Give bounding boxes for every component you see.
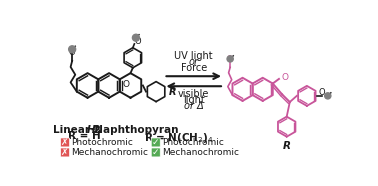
Text: or Δ: or Δ — [184, 101, 204, 111]
Text: O: O — [135, 37, 141, 46]
Text: UV light: UV light — [174, 51, 213, 61]
Text: O: O — [122, 80, 129, 89]
Text: O: O — [68, 48, 75, 57]
Text: R = H: R = H — [68, 131, 101, 141]
Circle shape — [227, 56, 233, 62]
Circle shape — [325, 93, 331, 99]
Text: R: R — [283, 140, 291, 150]
Text: -Naphthopyran: -Naphthopyran — [91, 125, 179, 135]
Text: Photochromic: Photochromic — [71, 138, 133, 147]
Text: R = N(CH$_2$)$_4$: R = N(CH$_2$)$_4$ — [144, 131, 214, 145]
Text: ✓: ✓ — [152, 148, 160, 157]
Text: H: H — [87, 125, 95, 135]
Text: ✓: ✓ — [152, 138, 160, 147]
FancyBboxPatch shape — [60, 148, 70, 157]
Text: visible: visible — [178, 89, 209, 99]
Circle shape — [69, 46, 76, 53]
Circle shape — [132, 34, 139, 41]
Text: O: O — [226, 55, 232, 64]
Text: Force: Force — [181, 63, 207, 73]
Text: ✗: ✗ — [61, 138, 69, 147]
Text: Mechanochromic: Mechanochromic — [162, 148, 239, 157]
Text: ✗: ✗ — [61, 148, 69, 157]
Text: or: or — [189, 57, 199, 67]
Text: Photochromic: Photochromic — [162, 138, 224, 147]
FancyBboxPatch shape — [151, 148, 160, 157]
Text: O: O — [319, 88, 325, 97]
Text: Mechanochromic: Mechanochromic — [71, 148, 148, 157]
Text: light: light — [183, 95, 204, 105]
Text: R: R — [169, 87, 176, 97]
Text: O: O — [281, 73, 288, 82]
FancyBboxPatch shape — [151, 138, 160, 147]
FancyBboxPatch shape — [60, 138, 70, 147]
Text: Linear 2: Linear 2 — [53, 125, 101, 135]
